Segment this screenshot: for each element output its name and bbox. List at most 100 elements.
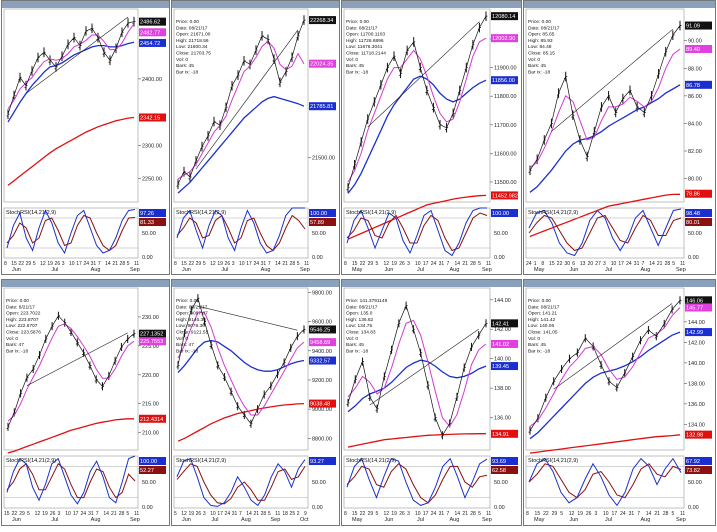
panel-frame (1, 279, 170, 526)
x-tick-label: 21 (111, 511, 117, 517)
price-badge (491, 191, 518, 200)
price-badge (685, 430, 712, 439)
x-tick-label: 5 (672, 261, 675, 267)
info-line: Date: 08/21/17 (176, 25, 208, 31)
y-tick-label: 11900.00 (494, 66, 517, 72)
y-tick-label: 138.00 (688, 381, 705, 387)
info-line: Price: 0.00 (528, 19, 551, 25)
price-badge-text: 11856.00 (492, 78, 515, 84)
month-label: Aug (91, 267, 101, 273)
info-line: Open: 21671.00 (176, 32, 211, 38)
x-tick-label: 7 (239, 511, 242, 517)
price-badge (309, 356, 336, 365)
y-tick-label: 142.00 (688, 340, 705, 346)
info-line: Open: 141.21 (528, 311, 557, 317)
stoch-slow-line (176, 463, 306, 505)
info-line: Low: 11676.3041 (346, 44, 383, 50)
osc-badge-text: 67.92 (686, 459, 700, 465)
x-tick-label: 5 (203, 261, 206, 267)
price-badge (309, 59, 336, 68)
x-tick-label: 28 (119, 511, 125, 517)
month-label: Jun (182, 267, 191, 273)
stoch-fast-line (528, 457, 682, 507)
x-tick-label: 5 (297, 261, 300, 267)
x-tick-label: 8 (344, 261, 347, 267)
stoch-slow-line (6, 214, 136, 252)
osc-badge (685, 466, 712, 474)
stoch-fast-line (176, 207, 305, 254)
x-tick-label: 5 (376, 511, 379, 517)
y-tick-label: 210.00 (142, 431, 159, 437)
ma-long-line (347, 194, 487, 240)
x-tick-label: 1 (534, 261, 537, 267)
x-tick-label: 5 (33, 261, 36, 267)
price-line (177, 297, 305, 425)
month-label: Jun (12, 267, 21, 273)
x-tick-label: 24 (225, 511, 231, 517)
price-line (347, 15, 487, 188)
price-badge-text: 142.99 (686, 330, 703, 336)
y-tick-label: 142.00 (494, 327, 511, 333)
osc-badge-text: 73.82 (686, 468, 700, 474)
osc-badge (309, 457, 336, 465)
price-badge (491, 319, 518, 328)
info-line: Close: 85.15 (528, 51, 555, 57)
price-badge (491, 429, 518, 438)
panel-titlebar (172, 1, 339, 8)
x-tick-label: 5 (478, 261, 481, 267)
main-plot-area (3, 8, 139, 203)
osc-tick-label: 50.00 (142, 480, 156, 486)
month-label: Aug (641, 267, 651, 273)
stoch-slow-line (346, 212, 488, 252)
month-label: Jun (385, 267, 394, 273)
info-line: Bars: 45 (176, 63, 194, 69)
x-tick-label: 3 (603, 261, 606, 267)
month-label: Sep (130, 517, 140, 523)
x-tick-label: 5 (126, 511, 129, 517)
x-tick-label: 17 (618, 261, 624, 267)
price-badge (491, 12, 518, 21)
x-tick-label: 8 (344, 511, 347, 517)
x-tick-label: 8 (4, 261, 7, 267)
info-line: Close: 134.83 (346, 330, 376, 336)
x-tick-label: 22 (188, 261, 194, 267)
x-tick-label: 28 (261, 511, 267, 517)
info-line: Bars: 45 (528, 342, 546, 348)
x-tick-label: 13 (580, 261, 586, 267)
price-line (347, 304, 487, 437)
stoch-fast-line (346, 457, 488, 506)
chart-panel-p1: 2400.002300.002250.002486.622482.772454.… (1, 0, 170, 275)
x-tick-label: 19 (217, 261, 223, 267)
osc-label: StochRSI(14,21(2,9) (176, 458, 226, 464)
info-line: Open: 85.65 (528, 32, 555, 38)
x-tick-label: 20 (588, 261, 594, 267)
info-line: Date: 08/21/17 (346, 25, 378, 31)
info-line: Date: 08/21/17 (528, 25, 560, 31)
x-tick-label: 31 (88, 511, 94, 517)
ma-short-line (7, 323, 135, 422)
x-tick-label: 19 (577, 511, 583, 517)
x-tick-label: 5 (376, 261, 379, 267)
info-line: Low: 140.06 (528, 323, 554, 329)
x-tick-label: 14 (246, 511, 252, 517)
x-tick-label: 5 (560, 511, 563, 517)
price-badge-text: 2454.72 (140, 41, 160, 47)
month-label: Jul (605, 517, 612, 523)
osc-label: StochRSI(14,21(2,9) (6, 458, 56, 464)
osc-tick-label: 0.00 (688, 505, 699, 511)
info-line: Bar Ix: -18 (346, 348, 368, 354)
x-tick-label: 15 (549, 261, 555, 267)
trend-line (197, 305, 298, 331)
x-tick-label: 15 (11, 261, 17, 267)
x-tick-label: 29 (368, 511, 374, 517)
osc-badge-text: 81.33 (140, 220, 154, 226)
info-line: High: 11726.6896 (346, 38, 384, 44)
price-badge (685, 303, 712, 312)
x-tick-label: 7 (447, 511, 450, 517)
y-tick-label: 140.00 (688, 361, 705, 367)
x-tick-label: 26 (196, 511, 202, 517)
x-tick-label: 3 (203, 511, 206, 517)
x-tick-label: 12 (181, 511, 187, 517)
osc-badge-text: 100.00 (140, 459, 157, 465)
